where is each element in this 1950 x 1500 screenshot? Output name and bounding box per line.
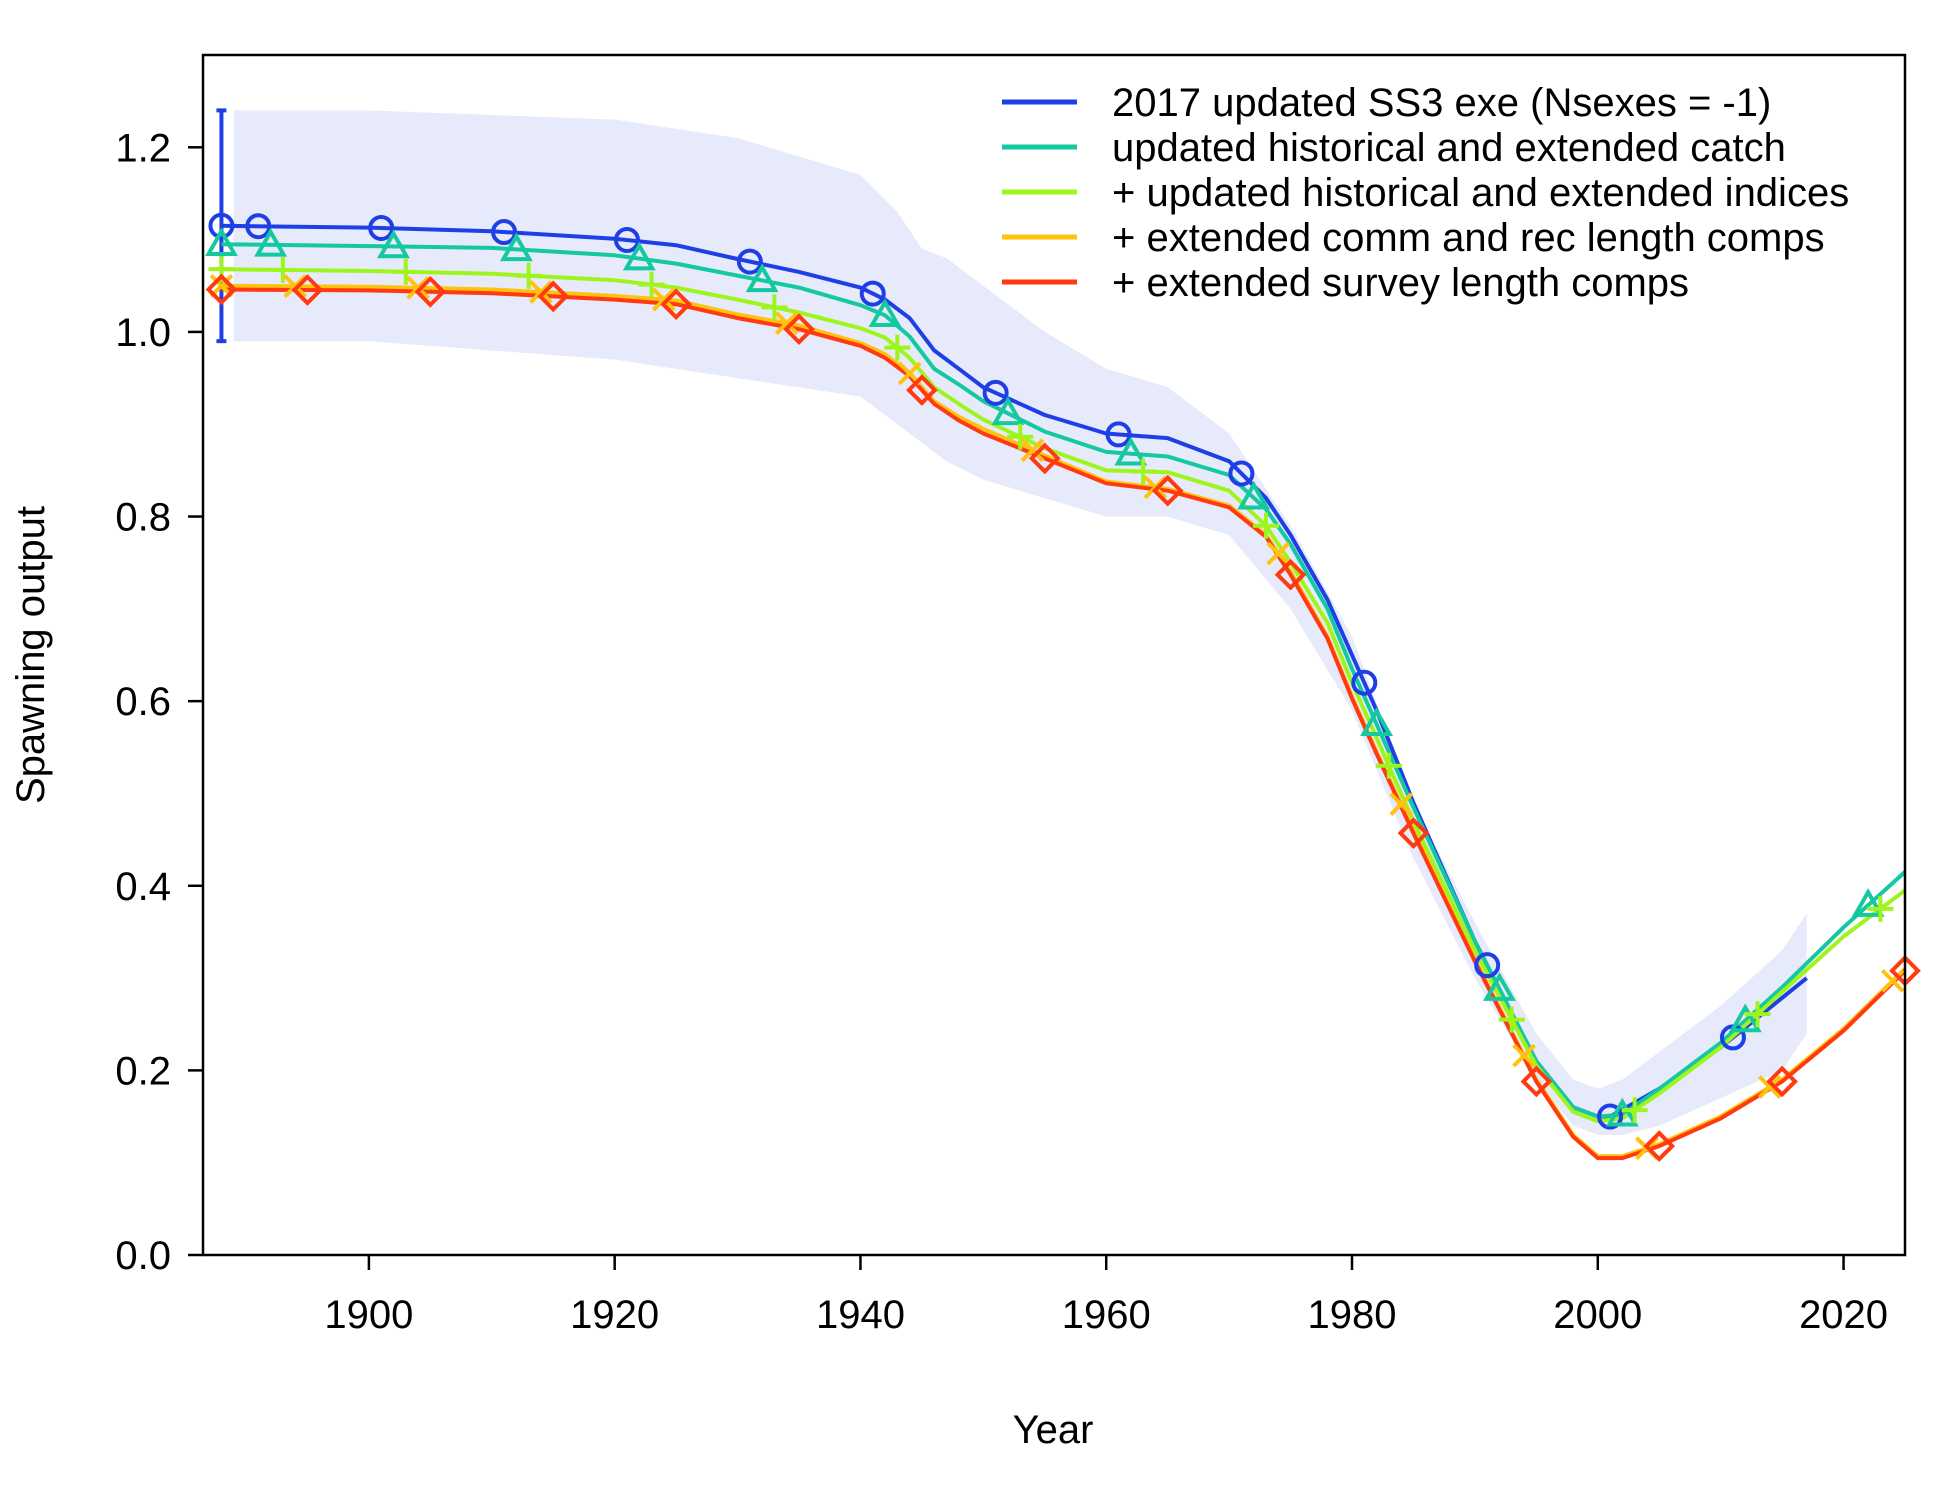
x-tick-label: 1940 [816,1293,905,1337]
y-tick-label: 0.2 [115,1049,171,1093]
series-line-5 [221,287,1907,1161]
series-5-marker [537,280,570,313]
x-axis-label: Year [1013,1408,1094,1452]
legend-label-2: updated historical and extended catch [1112,126,1786,170]
series-4-marker [529,280,553,304]
series-1-marker [1474,952,1501,979]
series-3-marker [761,294,788,321]
y-tick-label: 0.6 [115,680,171,724]
series-5-marker [1028,442,1061,475]
legend-label-3: + updated historical and extended indice… [1112,171,1849,215]
series-4-marker [1880,969,1905,993]
series-2-marker [991,396,1025,426]
series-3-marker [515,262,542,289]
series-4-marker [1389,792,1413,817]
series-3-marker [1744,1001,1771,1028]
series-4-marker [1266,541,1291,566]
plot-frame [201,53,1907,1257]
x-tick-label: 1900 [324,1293,413,1337]
series-4-marker [652,287,676,312]
series-3-marker [1867,895,1894,922]
series-2-marker [622,241,656,271]
series-1-marker [1597,1103,1624,1130]
uncertainty-band [233,110,1807,1135]
series-4-marker [1758,1075,1782,1099]
series-1-marker [736,248,763,275]
series-2-marker [377,229,410,259]
series-2-marker [1728,1003,1762,1033]
series-3-marker [1375,752,1402,779]
x-tick-label: 2000 [1553,1293,1642,1337]
series-2-marker [204,227,238,256]
series-3-marker [392,258,419,285]
series-4-marker [774,311,799,336]
legend-label-4: + extended comm and rec length comps [1112,216,1825,260]
legend: 2017 updated SS3 exe (Nsexes = -1)update… [1002,81,1849,305]
series-markers-layer [204,212,1921,1162]
series-3-marker [1007,423,1034,450]
series-5-marker [906,374,938,406]
series-1-marker [1351,669,1378,696]
y-tick-label: 0.0 [115,1234,171,1278]
series-2-marker [1114,436,1148,466]
series-2-marker [1237,480,1271,510]
series-5-marker [1520,1065,1553,1098]
series-1-marker [982,379,1009,406]
series-1-marker [208,212,235,239]
y-tick-label: 0.8 [115,496,171,540]
series-3-marker [638,271,665,298]
series-5-marker [660,288,692,321]
series-2-marker [1483,972,1516,1001]
series-4-marker [283,274,307,299]
series-3-marker [884,334,911,361]
axes-layer: 1900 1920 1940 1960 1980 2000 2020 0.0 0.2 0.4 0.6… [115,126,1888,1337]
series-1-marker [613,226,640,253]
series-3-marker [1130,458,1157,485]
series-5-marker [1151,474,1184,507]
x-tick-label: 1960 [1062,1293,1151,1337]
legend-label-5: + extended survey length comps [1112,261,1689,305]
series-3-marker [1621,1097,1648,1124]
series-4-marker [1020,438,1045,463]
series-3-marker [1498,1006,1525,1033]
series-1-marker [491,219,518,246]
series-1-marker [1228,460,1255,487]
series-2-marker [1605,1097,1639,1127]
series-1-marker [859,280,886,307]
series-2-marker [254,227,288,257]
series-2-marker [1360,707,1394,736]
series-3-marker [1252,512,1279,539]
series-2-marker [868,298,902,328]
series-4-marker [1512,1043,1536,1068]
x-tick-label: 2020 [1799,1293,1888,1337]
series-5-marker [1274,558,1307,591]
series-1-marker [245,213,272,240]
y-tick-label: 1.2 [115,126,171,170]
series-5-marker [783,313,815,345]
series-1-marker [1105,421,1132,448]
series-5-marker [1397,817,1430,849]
series-2-marker [1851,888,1885,917]
series-3-marker [269,256,296,283]
x-tick-label: 1980 [1308,1293,1397,1337]
series-5-marker [291,274,324,306]
series-5-marker [414,275,447,308]
series-2-marker [499,232,533,262]
series-5-marker [1643,1130,1676,1162]
series-5-marker [205,273,238,306]
series-2-marker [745,263,779,293]
y-tick-label: 1.0 [115,311,171,355]
series-4-marker [406,275,430,300]
series-1-marker [368,214,395,241]
y-axis-label: Spawning output [9,506,53,804]
legend-label-1: 2017 updated SS3 exe (Nsexes = -1) [1112,81,1771,125]
x-tick-label: 1920 [570,1293,659,1337]
series-5-marker [1766,1065,1798,1098]
y-tick-label: 0.4 [115,865,171,909]
